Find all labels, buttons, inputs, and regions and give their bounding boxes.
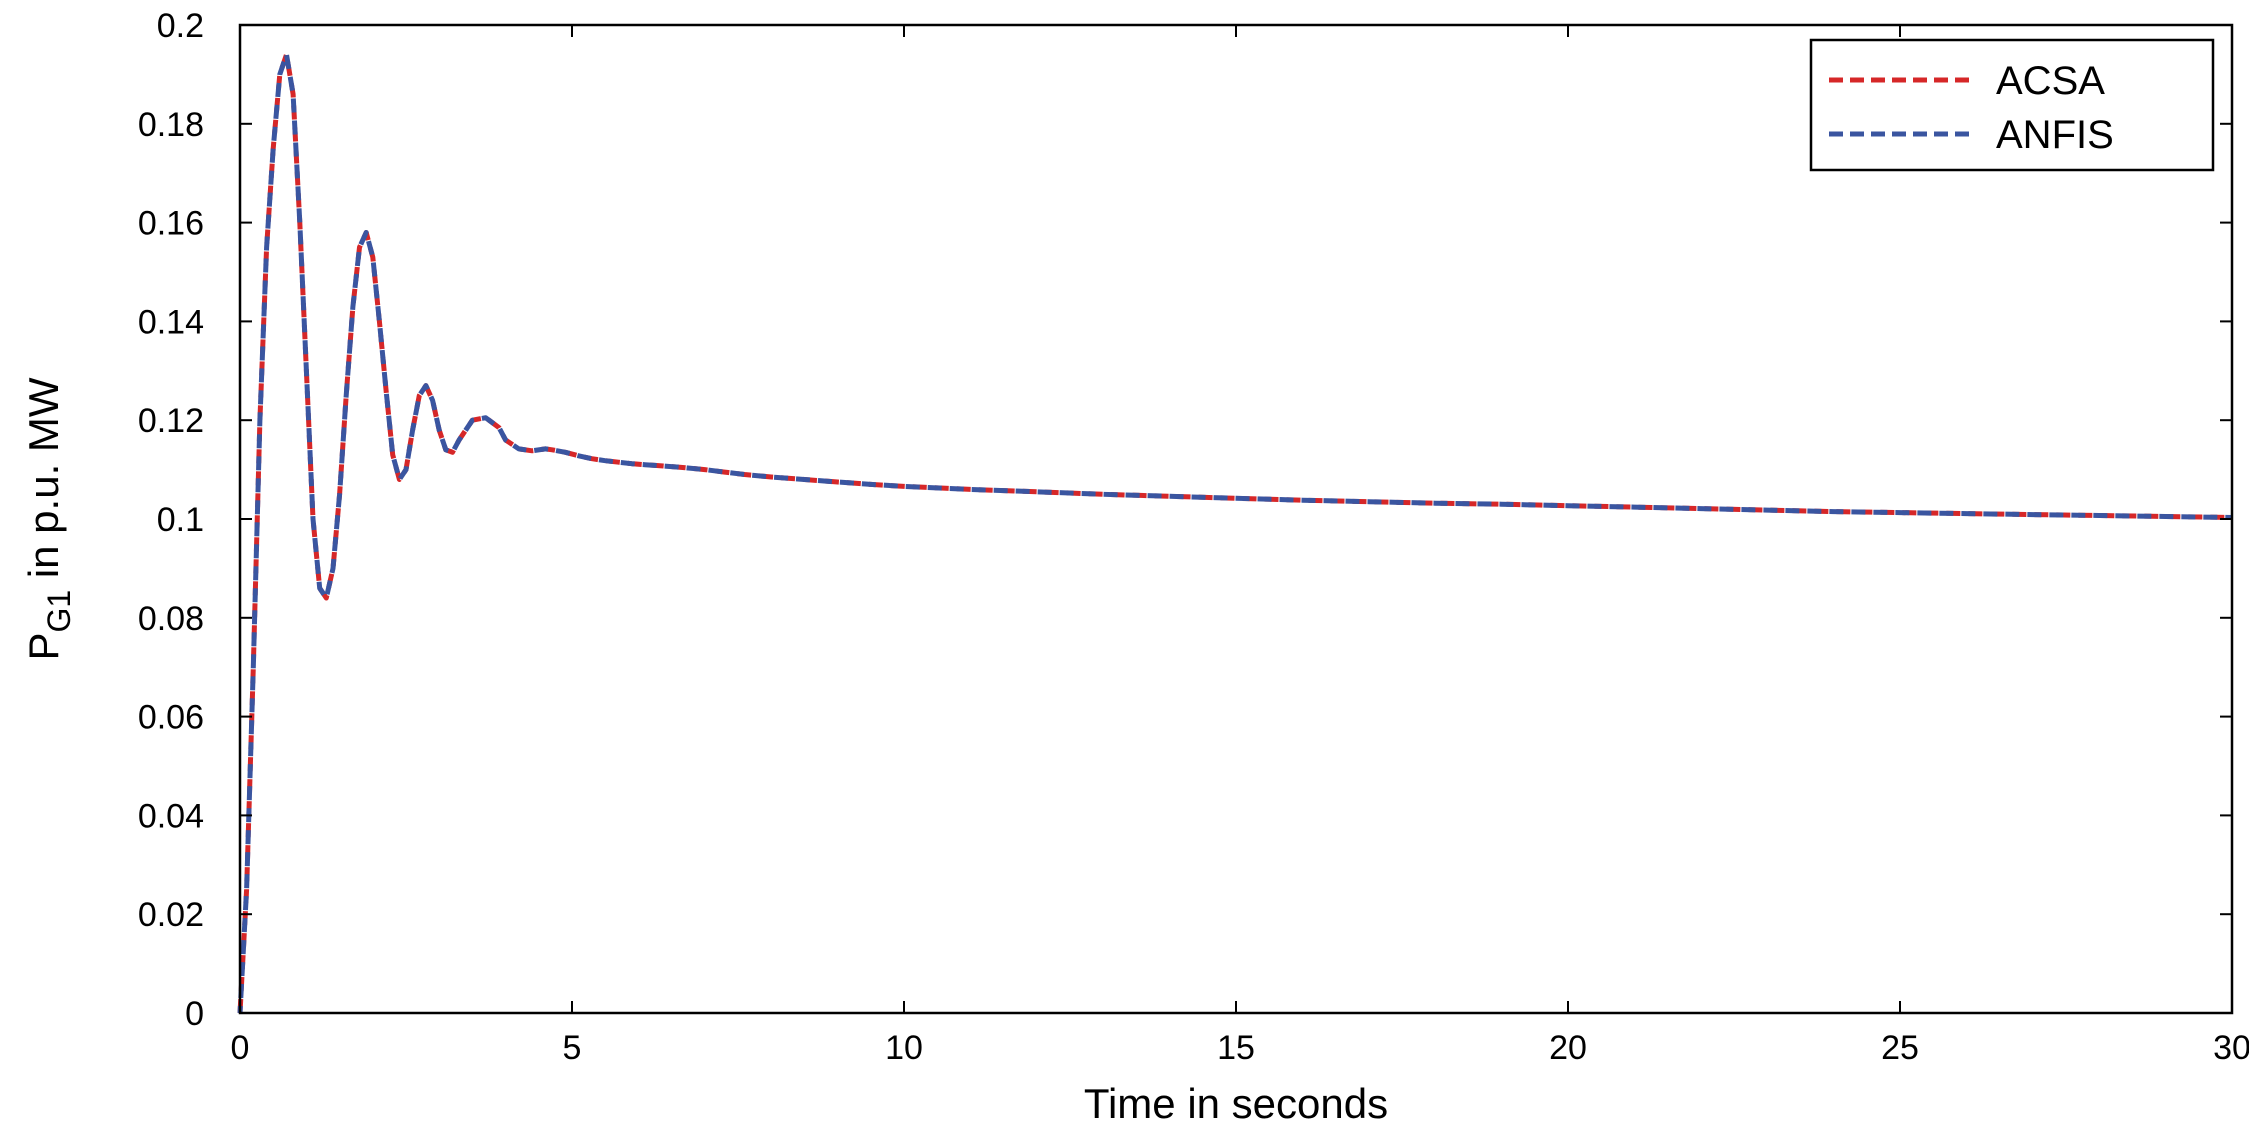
y-axis-title-main: P: [20, 633, 67, 661]
y-tick-label: 0: [185, 995, 204, 1033]
x-tick-label: 10: [885, 1029, 923, 1067]
plot-area-frame: [238, 23, 2234, 1015]
y-tick-label: 0.08: [138, 600, 204, 638]
x-axis-ticks: 0 5 10 15 20 25 30: [231, 25, 2249, 1067]
x-tick-label: 5: [563, 1029, 582, 1067]
x-tick-label: 20: [1549, 1029, 1587, 1067]
series-line-acsa: [237, 52, 2233, 1014]
y-tick-label: 0.2: [157, 7, 204, 45]
legend-label-acsa: ACSA: [1996, 59, 2105, 103]
x-tick-label: 25: [1881, 1029, 1919, 1067]
legend-label-anfis: ANFIS: [1996, 113, 2114, 157]
y-tick-label: 0.06: [138, 699, 204, 737]
y-axis-title-rest: in p.u. MW: [20, 377, 67, 590]
y-tick-label: 0.04: [138, 797, 204, 835]
x-tick-label: 30: [2213, 1029, 2249, 1067]
x-tick-label: 15: [1217, 1029, 1255, 1067]
y-tick-label: 0.12: [138, 402, 204, 440]
y-tick-label: 0.14: [138, 303, 204, 341]
y-tick-label: 0.18: [138, 106, 204, 144]
y-tick-label: 0.02: [138, 896, 204, 934]
x-tick-label: 0: [231, 1029, 250, 1067]
series-line-anfis: [237, 52, 2233, 1014]
y-axis-title-subscript: G1: [41, 590, 77, 633]
x-axis-title: Time in seconds: [1084, 1080, 1388, 1127]
legend-box: [1809, 38, 2215, 172]
y-axis-ticks: 0 0.02 0.04 0.06 0.08 0.1 0.12 0.14 0.16 0.18 0.2: [138, 7, 2232, 1033]
y-axis-title: PG1 in p.u. MW: [20, 377, 77, 660]
y-tick-label: 0.16: [138, 205, 204, 243]
series-layer: [237, 52, 2233, 1014]
y-tick-label: 0.1: [157, 501, 204, 539]
legend: ACSA ANFIS: [1809, 38, 2215, 172]
